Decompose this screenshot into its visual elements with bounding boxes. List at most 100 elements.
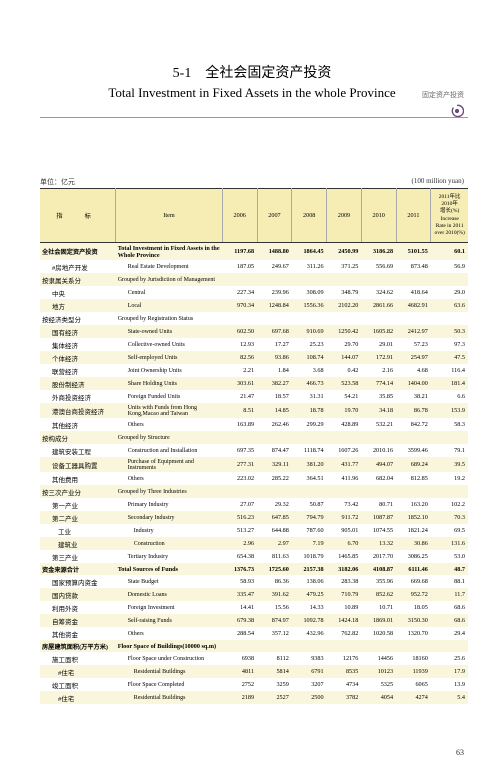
- data-cell: 283.38: [327, 575, 362, 588]
- data-cell: 1092.78: [292, 614, 327, 627]
- data-cell: 682.04: [361, 472, 396, 485]
- table-row: 国家预算内资金State Budget58.9386.36138.06283.3…: [40, 575, 468, 588]
- data-cell: 10.71: [361, 601, 396, 614]
- data-cell: 3207: [292, 678, 327, 691]
- data-cell: 50.3: [431, 325, 468, 338]
- data-cell: 2017.70: [361, 550, 396, 563]
- row-label-en: Grouped by Structure: [116, 431, 223, 444]
- data-cell: 2450.99: [327, 243, 362, 261]
- data-cell: 153.9: [431, 403, 468, 418]
- row-label-en: Real Estate Development: [116, 260, 223, 273]
- table-row: 地方Local970.341248.841556.362102.202861.6…: [40, 299, 468, 312]
- data-cell: 697.35: [222, 444, 257, 457]
- data-cell: 5101.55: [396, 243, 431, 261]
- data-cell: 9383: [292, 652, 327, 665]
- table-row: 个体经济Self-employed Units82.5693.86108.741…: [40, 351, 468, 364]
- data-cell: 647.85: [257, 511, 292, 524]
- th-increase-rate: 2011年比2010年增长(%)IncreaseRate in 2011over…: [431, 189, 468, 243]
- table-row: 建筑业Construction2.962.977.196.7013.3230.8…: [40, 537, 468, 550]
- data-cell: 18.78: [292, 403, 327, 418]
- data-cell: 6791: [292, 665, 327, 678]
- table-row: 施工面积Floor Space under Construction693881…: [40, 652, 468, 665]
- data-cell: [257, 485, 292, 498]
- data-cell: 116.4: [431, 364, 468, 377]
- data-cell: 348.79: [327, 286, 362, 299]
- data-cell: 329.11: [257, 457, 292, 472]
- data-cell: 3599.46: [396, 444, 431, 457]
- data-cell: [257, 312, 292, 325]
- page-number: 63: [456, 748, 464, 757]
- data-cell: 80.71: [361, 498, 396, 511]
- data-cell: 970.34: [222, 299, 257, 312]
- data-cell: 679.38: [222, 614, 257, 627]
- th-year: 2010: [361, 189, 396, 243]
- data-cell: 21.47: [222, 390, 257, 403]
- data-cell: 479.25: [292, 588, 327, 601]
- table-row: 外商投资经济Foreign Funded Units21.4718.5731.3…: [40, 390, 468, 403]
- data-cell: 852.62: [361, 588, 396, 601]
- row-label-en: Construction and Installation: [116, 444, 223, 457]
- row-label-en: Residential Buildings: [116, 691, 223, 704]
- table-row: 第一产业Primary Industry27.0729.3250.8773.42…: [40, 498, 468, 511]
- data-cell: 86.78: [396, 403, 431, 418]
- data-cell: 1018.79: [292, 550, 327, 563]
- data-cell: 18160: [396, 652, 431, 665]
- data-cell: 357.12: [257, 627, 292, 640]
- table-row: 港澳台商投资经济Units with Funds from Hong Kong,…: [40, 403, 468, 418]
- data-cell: 17.9: [431, 665, 468, 678]
- data-cell: 4734: [327, 678, 362, 691]
- row-label-en: Joint Ownership Units: [116, 364, 223, 377]
- data-cell: 1465.85: [327, 550, 362, 563]
- data-cell: 5325: [361, 678, 396, 691]
- row-label-cn: #房地产开发: [40, 260, 116, 273]
- data-cell: 1869.01: [361, 614, 396, 627]
- data-cell: 163.20: [396, 498, 431, 511]
- row-label-en: Grouped by Jurisdiction of Management: [116, 273, 223, 286]
- data-cell: 14456: [361, 652, 396, 665]
- row-label-cn: 按构成分: [40, 431, 116, 444]
- data-cell: 25.6: [431, 652, 468, 665]
- row-label-cn: 竣工面积: [40, 678, 116, 691]
- row-label-en: Industry: [116, 524, 223, 537]
- data-cell: 1725.60: [257, 563, 292, 575]
- row-label-en: State Budget: [116, 575, 223, 588]
- data-cell: 418.64: [396, 286, 431, 299]
- data-cell: [361, 273, 396, 286]
- row-label-en: Floor Space Completed: [116, 678, 223, 691]
- data-cell: 355.96: [361, 575, 396, 588]
- row-label-cn: 工业: [40, 524, 116, 537]
- row-label-en: Primary Industry: [116, 498, 223, 511]
- row-label-en: Construction: [116, 537, 223, 550]
- data-cell: [327, 485, 362, 498]
- table-row: 按经济类型分Grouped by Registration Status: [40, 312, 468, 325]
- data-cell: 2412.97: [396, 325, 431, 338]
- data-cell: [222, 431, 257, 444]
- table-row: 竣工面积Floor Space Completed275232593207473…: [40, 678, 468, 691]
- data-cell: 68.6: [431, 614, 468, 627]
- data-cell: 762.82: [327, 627, 362, 640]
- data-cell: 29.32: [257, 498, 292, 511]
- row-label-cn: 房屋建筑面积(万平方米): [40, 640, 116, 652]
- data-cell: 4274: [396, 691, 431, 704]
- data-cell: 6065: [396, 678, 431, 691]
- data-cell: 1248.84: [257, 299, 292, 312]
- data-cell: 288.54: [222, 627, 257, 640]
- unit-label-right: (100 million yuan): [412, 177, 465, 185]
- row-label-en: Total Investment in Fixed Assets in the …: [116, 243, 223, 261]
- data-cell: 3182.06: [327, 563, 362, 575]
- data-cell: 30.86: [396, 537, 431, 550]
- data-cell: [361, 485, 396, 498]
- row-label-cn: 利用外资: [40, 601, 116, 614]
- data-cell: 79.1: [431, 444, 468, 457]
- data-cell: [431, 431, 468, 444]
- table-row: 其他经济Others163.89262.46299.29428.89532.21…: [40, 418, 468, 431]
- data-cell: 1864.45: [292, 243, 327, 261]
- data-cell: 812.85: [396, 472, 431, 485]
- row-label-en: Secondary Industry: [116, 511, 223, 524]
- data-cell: 952.72: [396, 588, 431, 601]
- data-cell: 163.89: [222, 418, 257, 431]
- table-row: 其他资金Others288.54357.12432.96762.821020.5…: [40, 627, 468, 640]
- data-cell: [396, 273, 431, 286]
- data-cell: [292, 640, 327, 652]
- data-cell: 88.1: [431, 575, 468, 588]
